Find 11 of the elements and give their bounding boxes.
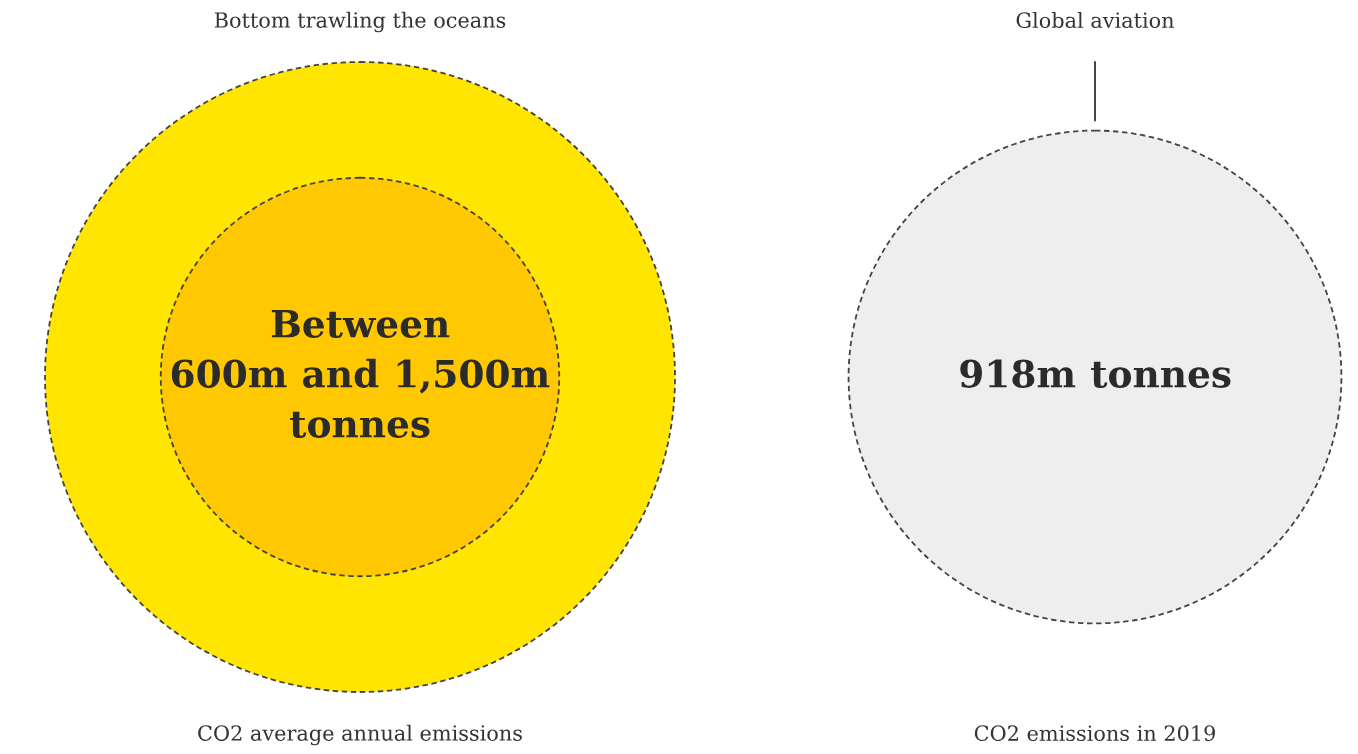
data-label: 600m <box>171 359 287 388</box>
category-label: Global aviation <box>1016 11 1174 29</box>
text: tonnes <box>1091 361 1231 388</box>
text: CO2 emissions in 2019 <box>974 725 1215 742</box>
text: Between <box>271 310 450 338</box>
category-label: Bottom trawling the oceans <box>214 11 506 33</box>
data-label: 1,500m <box>397 359 550 394</box>
text: CO2 average annual emissions <box>198 724 522 746</box>
data-label: 918m <box>960 359 1076 388</box>
text: and <box>303 358 379 388</box>
text: tonnes <box>290 411 430 438</box>
